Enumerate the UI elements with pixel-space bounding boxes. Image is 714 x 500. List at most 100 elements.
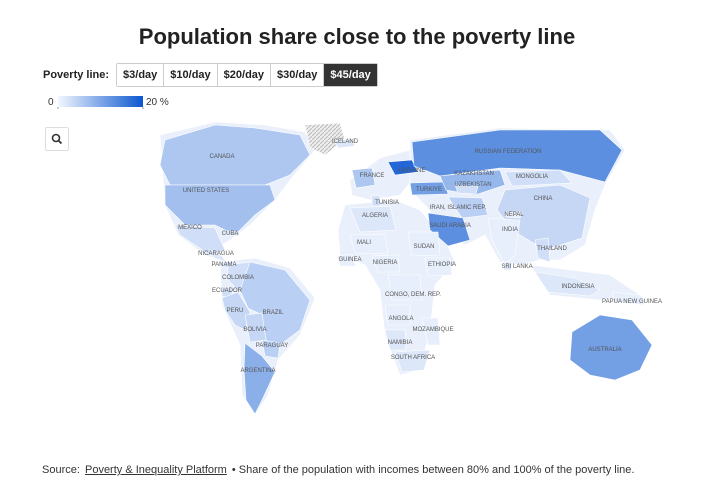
map: CANADA UNITED STATES MEXICO CUBA NICARAGUA PA… [48,96,662,416]
country-label: MOZAMBIQUE [412,327,453,333]
country-label: NEPAL [504,212,524,218]
country-label: SRI LANKA [501,264,532,270]
country [384,304,411,326]
country [159,124,311,186]
poverty-line-button[interactable]: $3/day [117,64,165,86]
country [387,274,423,301]
country-label: NAMIBIA [388,340,413,346]
country-label: CONGO, DEM. REP. [385,292,441,298]
country-label: IRAN, ISLAMIC REP. [430,205,487,211]
country-label: CUBA [222,231,239,237]
country-label: RUSSIAN FEDERATION [475,149,542,155]
country-label: COLOMBIA [222,275,254,281]
country [351,167,376,189]
no-data-area [304,122,346,156]
country-label: TUNISIA [375,200,399,206]
country-label: NICARAGUA [198,251,234,257]
country [384,329,407,351]
poverty-line-button[interactable]: $20/day [217,64,272,86]
country [243,342,276,415]
country [174,224,226,256]
country-label: BRAZIL [262,310,284,316]
country-label: THAILAND [537,246,567,252]
country [349,205,397,233]
source-link[interactable]: Poverty & Inequality Platform [84,464,227,476]
country-label: ALGERIA [362,213,388,219]
country [569,314,653,381]
country-label: PARAGUAY [256,343,288,349]
country-label: CANADA [209,154,234,160]
country-label: UKRAINE [399,168,426,174]
controls-label: Poverty line: [43,69,110,81]
country-label: SUDAN [413,244,434,250]
source: Source: Poverty & Inequality Platform • … [42,464,634,476]
country-label: PAPUA NEW GUINEA [602,299,662,305]
country [371,195,381,207]
country-label: SAUDI ARABIA [429,223,471,229]
legend-tick-label: 0 [48,97,54,108]
country-label: FRANCE [360,173,385,179]
country [411,129,623,183]
legend: 0 20 % [48,97,169,109]
country-label: ARGENTINA [240,368,275,374]
country [333,138,356,149]
country-label: INDIA [502,227,518,233]
country-label: SOUTH AFRICA [391,355,435,361]
country [387,159,419,176]
legend-bar [58,96,143,107]
country [337,253,357,267]
country-label: ANGOLA [388,316,413,322]
country [534,237,551,263]
country [427,212,471,247]
title: Population share close to the poverty li… [138,24,576,49]
country [424,257,453,277]
country [221,229,241,237]
country-label: MEXICO [178,225,202,231]
country [407,231,441,257]
country [447,196,489,219]
legend-tick-label: 20 % [146,97,169,108]
poverty-line-button[interactable]: $10/day [164,64,218,86]
controls: Poverty line: $3/day $10/day $20/day $30/da… [43,63,378,87]
country-label: KAZAKHSTAN [454,171,494,177]
country [496,184,591,251]
country [394,349,431,373]
search-button[interactable] [45,127,69,151]
country [409,181,449,196]
country [504,169,573,187]
country-label: ECUADOR [212,288,243,294]
country-label: MONGOLIA [516,174,548,180]
regions [159,124,653,415]
country [504,211,523,219]
country-label: CHINA [534,196,553,202]
country [244,312,267,343]
country [221,291,251,331]
country [503,261,513,271]
country-label: UZBEKISTAN [454,182,491,188]
poverty-line-button[interactable]: $45/day [324,64,377,86]
button-group: $3/day $10/day $20/day $30/day $45/day [116,63,378,87]
country-label: NIGERIA [373,260,398,266]
search-icon [51,133,63,145]
source-text: • Share of the population with incomes b… [231,464,635,476]
country-label: AUSTRALIA [588,347,621,353]
country-label: PERU [227,308,244,314]
country [611,291,646,306]
country [534,271,601,297]
poverty-line-button[interactable]: $30/day [271,64,325,86]
country-label: TURKIYE [416,187,442,193]
country-label: PANAMA [212,262,237,268]
country [371,254,401,273]
country [261,339,281,359]
country-label: INDONESIA [561,284,594,290]
country-label: MALI [357,240,371,246]
region-labels: CANADA UNITED STATES MEXICO CUBA NICARAGUA PA… [178,139,662,374]
country [349,233,389,255]
country [487,217,521,266]
country [454,184,479,195]
source-prefix: Source: [42,464,80,476]
country-label: ETHIOPIA [428,262,456,268]
country-label: BOLIVIA [243,327,266,333]
country-label: ICELAND [332,139,359,145]
